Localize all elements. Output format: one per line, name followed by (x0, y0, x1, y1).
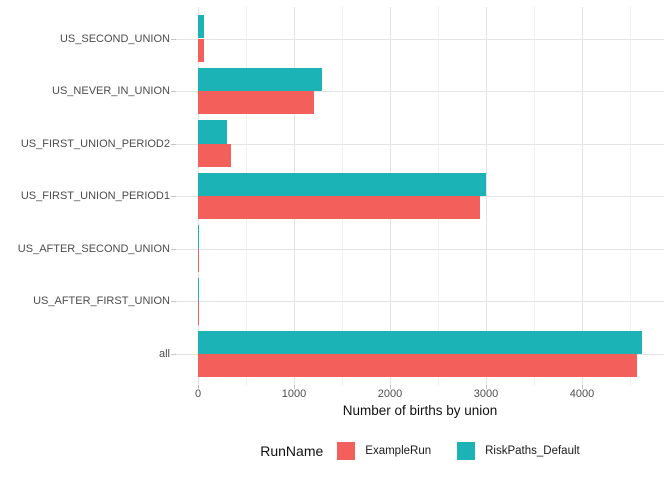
bar-us_never_in_union-examplerun (198, 91, 315, 115)
x-axis-tick (486, 385, 487, 389)
y-axis-label-us_first_union_period1: US_FIRST_UNION_PERIOD1 (20, 190, 170, 203)
y-axis-tick (171, 248, 176, 250)
bar-us_first_union_period1-riskpaths_default (198, 172, 486, 197)
bar-us_first_union_period2-examplerun (198, 143, 231, 167)
bar-us_second_union-riskpaths_default (198, 15, 204, 39)
y-axis-tick (171, 38, 176, 40)
bar-us_after_second_union-examplerun (198, 248, 200, 272)
y-axis-label-us_second_union: US_SECOND_UNION (59, 32, 170, 45)
category-gridline (176, 248, 664, 250)
bar-all-riskpaths_default (198, 330, 642, 354)
major-gridline (486, 7, 487, 385)
minor-gridline (630, 7, 631, 385)
bar-all-examplerun (198, 353, 637, 378)
bar-us_first_union_period1-examplerun (198, 196, 481, 220)
y-axis-label-us_after_first_union: US_AFTER_FIRST_UNION (33, 295, 170, 308)
y-axis-tick (171, 91, 176, 93)
legend-swatch-examplerun (337, 442, 356, 460)
plot-panel (176, 7, 664, 385)
y-axis-label-us_after_second_union: US_AFTER_SECOND_UNION (17, 242, 170, 255)
y-axis-tick (171, 353, 176, 355)
y-axis-tick (171, 196, 176, 198)
bar-us_first_union_period2-riskpaths_default (198, 120, 228, 144)
y-axis-label-all: all (158, 347, 170, 360)
bar-us_after_first_union-examplerun (198, 301, 200, 325)
x-axis-tick (582, 385, 583, 389)
x-axis-tick-label-2000: 2000 (377, 388, 403, 400)
legend-label-riskpaths_default: RiskPaths_Default (485, 445, 580, 457)
x-axis-title: Number of births by union (342, 403, 498, 418)
legend-title: RunName (260, 443, 324, 459)
y-axis-label-us_first_union_period2: US_FIRST_UNION_PERIOD2 (20, 137, 170, 150)
legend-swatch-riskpaths_default (457, 442, 476, 460)
x-axis-tick (390, 385, 391, 389)
minor-gridline (534, 7, 535, 385)
x-axis-tick-label-3000: 3000 (473, 388, 499, 400)
category-gridline (176, 301, 664, 303)
bar-us_second_union-examplerun (198, 38, 205, 62)
y-axis-tick (171, 301, 176, 303)
bar-us_never_in_union-riskpaths_default (198, 67, 322, 92)
legend-item-riskpaths_default: RiskPaths_Default (457, 442, 580, 460)
category-gridline (176, 91, 664, 93)
x-axis-tick-label-0: 0 (194, 388, 202, 400)
x-axis-tick (198, 385, 199, 389)
category-gridline (176, 38, 664, 40)
legend-label-examplerun: ExampleRun (365, 445, 432, 457)
bar-us_after_second_union-riskpaths_default (198, 225, 200, 249)
legend: RunName ExampleRun RiskPaths_Default (176, 436, 664, 466)
x-axis-tick (294, 385, 295, 389)
x-axis-tick-label-4000: 4000 (569, 388, 595, 400)
x-axis-tick-label-1000: 1000 (281, 388, 307, 400)
legend-item-examplerun: ExampleRun (337, 442, 431, 460)
y-axis-tick (171, 143, 176, 145)
major-gridline (582, 7, 583, 385)
bar-us_after_first_union-riskpaths_default (198, 277, 200, 302)
category-gridline (176, 143, 664, 145)
y-axis-label-us_never_in_union: US_NEVER_IN_UNION (52, 85, 170, 98)
